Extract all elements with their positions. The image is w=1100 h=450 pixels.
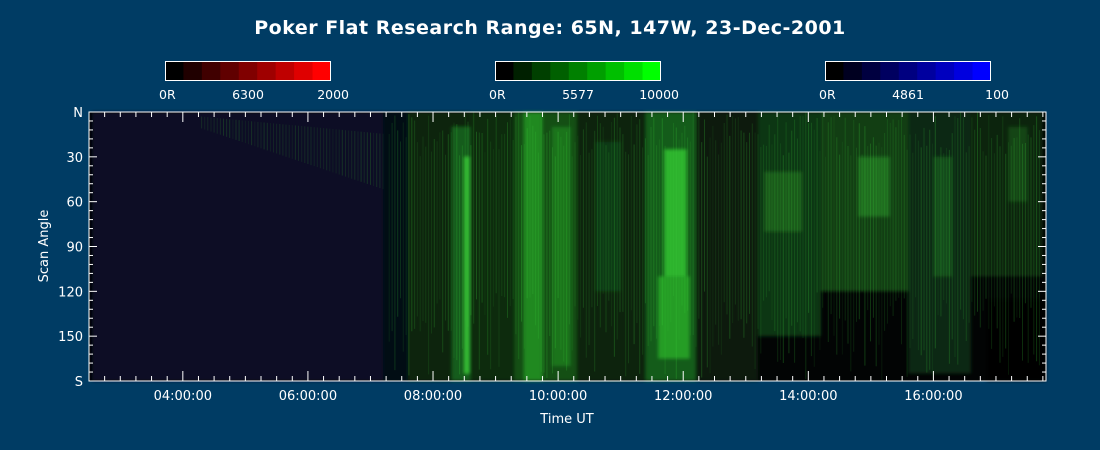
x-tick-label: 10:00:00 [529, 389, 587, 404]
colorbar-5577: 0R 5577 10000 [489, 61, 679, 102]
emission-patch [523, 112, 543, 381]
chart-title: Poker Flat Research Range: 65N, 147W, 23… [254, 17, 846, 39]
colorbar-step [954, 61, 974, 81]
colorbar-4861-min-label: 0R [819, 87, 836, 102]
colorbar-step [312, 61, 331, 81]
aurora-streak-layer [201, 112, 1040, 381]
y-tick-label: S [75, 375, 83, 390]
colorbar-4861: 0R 4861 100 [819, 61, 1009, 102]
colorbar-step [275, 61, 295, 81]
colorbar-step [495, 61, 515, 81]
colorbar-5577-max-label: 10000 [639, 87, 679, 102]
emission-patch [464, 156, 470, 374]
x-tick-label: 14:00:00 [779, 389, 837, 404]
emission-patch [383, 112, 408, 381]
colorbar-step [238, 61, 258, 81]
colorbar-step [605, 61, 625, 81]
colorbar-border [495, 61, 661, 81]
colorbar-step [587, 61, 607, 81]
y-tick-label: 150 [58, 330, 83, 345]
x-tick-label: 12:00:00 [654, 389, 712, 404]
colorbar-step [972, 61, 991, 81]
y-tick-label: 120 [58, 285, 83, 300]
colorbar-step [165, 61, 185, 81]
aurora-emission-layer [92, 112, 1046, 382]
emission-patch [933, 156, 953, 277]
x-tick-label: 06:00:00 [279, 389, 337, 404]
colorbar-step [880, 61, 900, 81]
colorbar-6300-center-label: 6300 [232, 87, 264, 102]
colorbar-step [898, 61, 918, 81]
emission-patch [470, 112, 515, 381]
colorbar-border [165, 61, 331, 81]
colorbar-step [201, 61, 221, 81]
colorbar-step [220, 61, 240, 81]
y-tick-label: 30 [66, 151, 83, 166]
emission-patch [551, 126, 571, 367]
emission-patch [92, 112, 383, 381]
colorbar-6300-gradient [165, 61, 331, 81]
emission-patch [695, 112, 759, 381]
colorbar-step [257, 61, 277, 81]
colorbar-step [917, 61, 937, 81]
colorbar-step [825, 61, 845, 81]
y-axis: N 30 60 90 120 150 S [58, 106, 1046, 390]
colorbar-step [568, 61, 588, 81]
emission-patch [764, 171, 802, 232]
x-axis-title: Time UT [539, 412, 593, 427]
colorbar-step [513, 61, 533, 81]
colorbar-6300-max-label: 2000 [317, 87, 349, 102]
colorbar-step [624, 61, 644, 81]
colorbar-5577-center-label: 5577 [562, 87, 594, 102]
y-tick-label: 90 [66, 241, 83, 256]
colorbar-border [825, 61, 991, 81]
colorbar-step [183, 61, 203, 81]
y-axis-title: Scan Angle [37, 210, 52, 283]
colorbar-step [843, 61, 863, 81]
y-tick-label: N [73, 106, 83, 121]
y-tick-label: 60 [66, 196, 83, 211]
colorbar-4861-center-label: 4861 [892, 87, 924, 102]
emission-patch [658, 276, 690, 359]
colorbar-step [550, 61, 570, 81]
emission-patch [858, 156, 890, 217]
x-tick-label: 16:00:00 [904, 389, 962, 404]
emission-patch [970, 112, 1043, 277]
emission-patch [1008, 126, 1028, 202]
x-tick-label: 08:00:00 [404, 389, 462, 404]
colorbar-step [642, 61, 661, 81]
colorbar-6300-min-label: 0R [159, 87, 176, 102]
x-axis: 04:00:00 06:00:00 08:00:00 10:00:00 12:00:00… [88, 112, 1044, 404]
colorbar-5577-min-label: 0R [489, 87, 506, 102]
colorbar-step [294, 61, 314, 81]
data-gap-block [986, 298, 1046, 381]
emission-patch [664, 149, 687, 277]
colorbar-step [531, 61, 551, 81]
colorbar-step [935, 61, 955, 81]
colorbar-6300: 0R 6300 2000 [159, 61, 349, 102]
colorbar-4861-gradient [825, 61, 991, 81]
colorbar-step [861, 61, 881, 81]
colorbar-4861-max-label: 100 [985, 87, 1009, 102]
x-tick-label: 04:00:00 [154, 389, 212, 404]
emission-patch [595, 141, 621, 292]
colorbar-5577-gradient [495, 61, 661, 81]
